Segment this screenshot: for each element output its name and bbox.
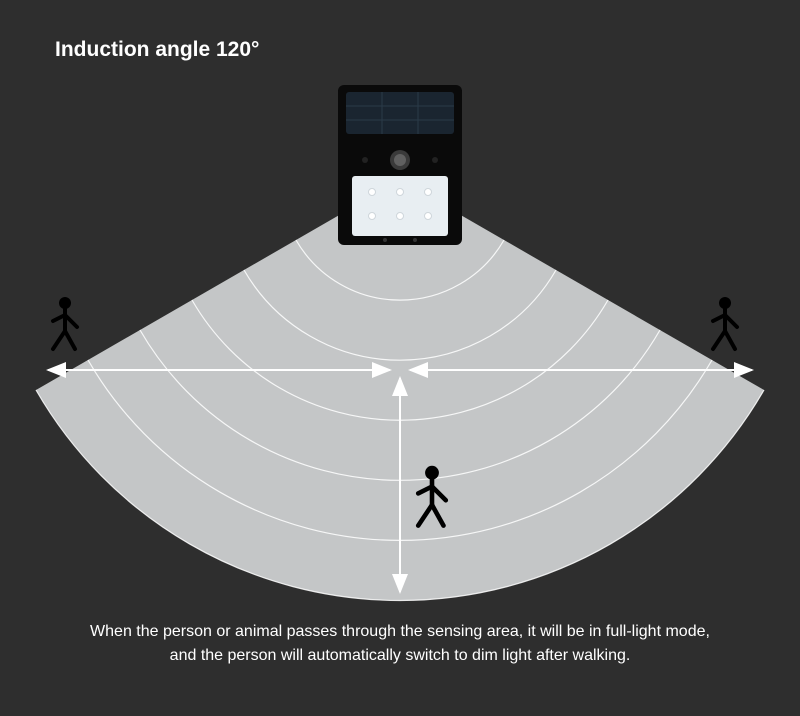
solar-light-device bbox=[338, 85, 462, 245]
person-figure-right bbox=[713, 297, 737, 349]
diagram-caption: When the person or animal passes through… bbox=[0, 620, 800, 668]
induction-diagram bbox=[0, 0, 800, 716]
caption-line-1: When the person or animal passes through… bbox=[90, 623, 710, 640]
person-figure-left bbox=[53, 297, 77, 349]
caption-line-2: and the person will automatically switch… bbox=[170, 647, 631, 664]
